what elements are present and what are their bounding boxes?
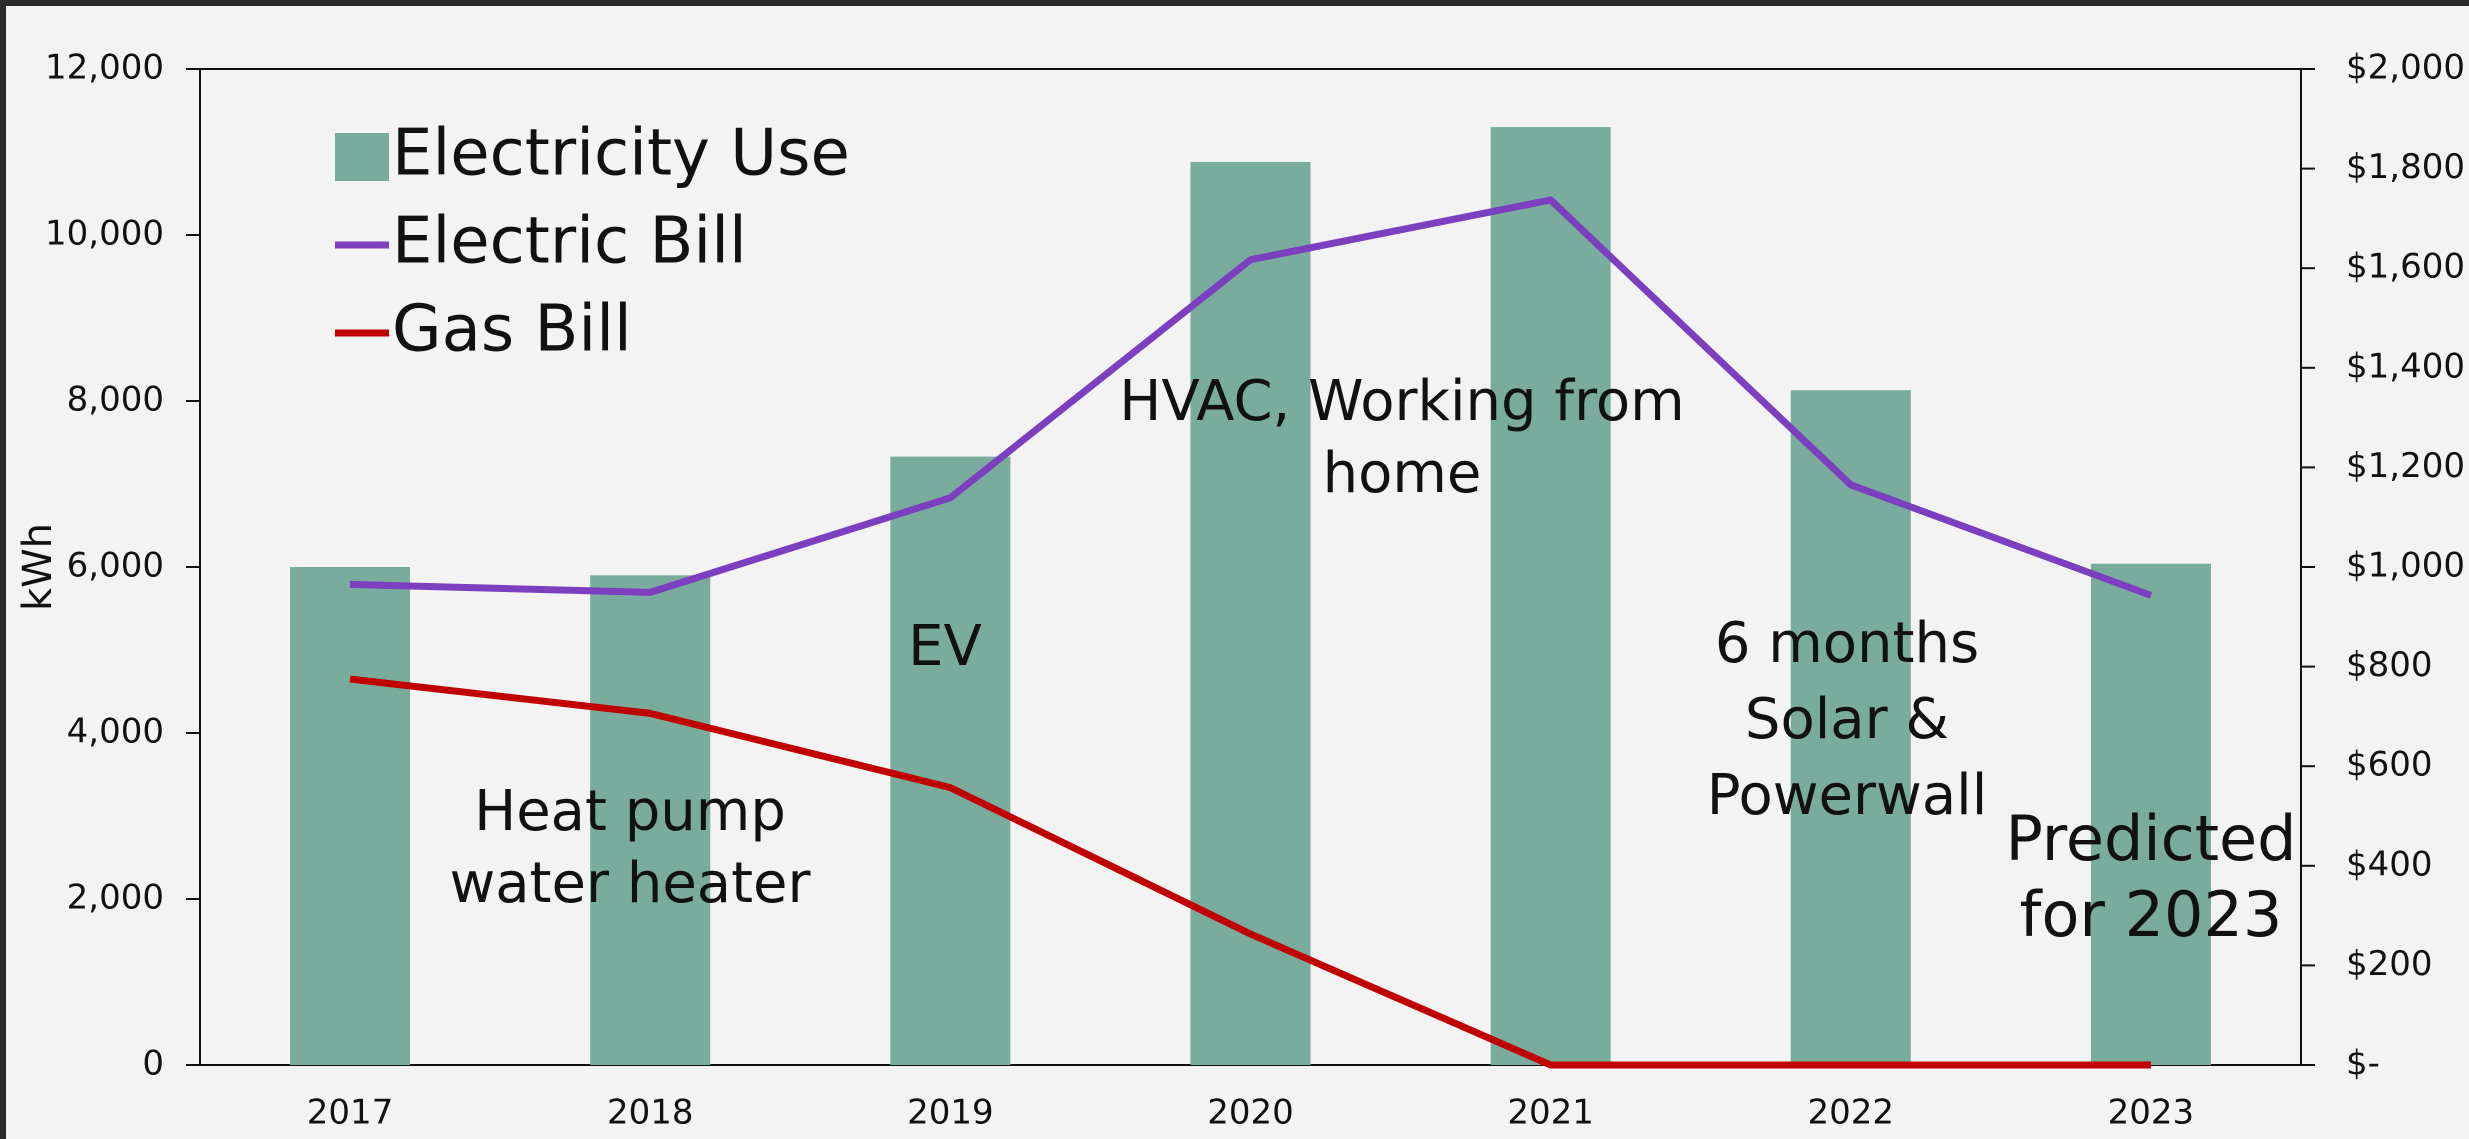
x-tick-label: 2022 [1808, 1093, 1895, 1133]
y2-tick-label: $1,400 [2346, 346, 2465, 386]
line [349, 196, 2153, 599]
y-tick-label: 10,000 [45, 214, 164, 254]
legend-label: Electric Bill [392, 205, 747, 279]
y2-tick-label: $1,200 [2346, 446, 2465, 486]
bar [590, 575, 711, 1065]
annotation: Solar & [1745, 687, 1949, 752]
x-tick-label: 2019 [907, 1093, 994, 1133]
y2-tick-label: $600 [2346, 745, 2433, 785]
bar [290, 567, 411, 1065]
y2-tick-label: $1,600 [2346, 247, 2465, 287]
legend-label: Electricity Use [392, 117, 850, 191]
bar [1490, 127, 1611, 1066]
x-tick-label: 2018 [607, 1093, 694, 1133]
y2-tick-label: $400 [2346, 844, 2433, 884]
x-tick-label: 2023 [2108, 1093, 2195, 1133]
y2-tick-label: $- [2346, 1044, 2380, 1084]
annotation: for 2023 [2020, 878, 2283, 951]
x-tick-label: 2017 [307, 1093, 394, 1133]
annotation: Heat pump [474, 779, 786, 844]
x-tick-label: 2020 [1207, 1093, 1294, 1133]
legend-label: Gas Bill [392, 293, 632, 367]
y-tick-label: 4,000 [67, 712, 164, 752]
y-tick-label: 12,000 [45, 48, 164, 88]
legend-swatch [335, 133, 389, 181]
annotation: home [1323, 441, 1482, 506]
x-tick-label: 2021 [1507, 1093, 1594, 1133]
annotation: Predicted [2005, 802, 2296, 875]
y-tick-label: 6,000 [67, 546, 164, 586]
y2-tick-label: $1,000 [2346, 546, 2465, 586]
bar [890, 456, 1011, 1065]
y2-tick-label: $1,800 [2346, 147, 2465, 187]
y-tick-label: 0 [142, 1044, 164, 1084]
y2-tick-label: $200 [2346, 944, 2433, 984]
annotation: EV [908, 614, 982, 679]
annotation: HVAC, Working from [1119, 369, 1684, 434]
line [349, 675, 2151, 1069]
bar [2090, 563, 2211, 1065]
annotation: water heater [449, 851, 811, 916]
y-axis-label: kWh [15, 523, 61, 611]
y-tick-label: 2,000 [67, 878, 164, 918]
y2-tick-label: $2,000 [2346, 48, 2465, 88]
y-tick-label: 8,000 [67, 380, 164, 420]
y2-tick-label: $800 [2346, 645, 2433, 685]
annotation: Powerwall [1707, 763, 1988, 828]
annotation: 6 months [1715, 611, 1979, 676]
